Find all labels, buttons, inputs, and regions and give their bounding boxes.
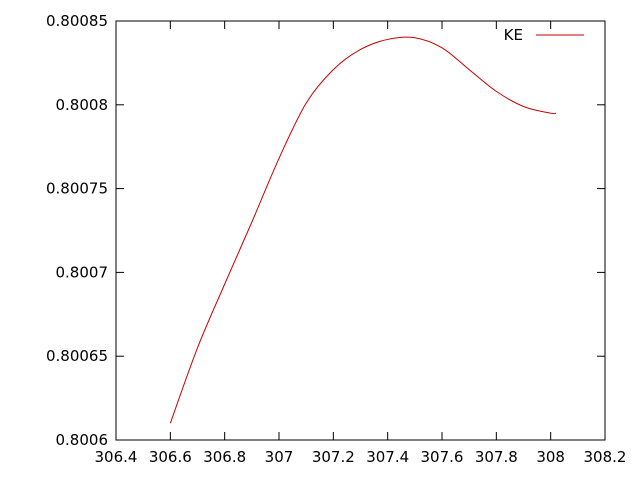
x-tick-label: 306.8	[203, 448, 246, 466]
x-tick-label: 308.2	[584, 448, 627, 466]
x-tick-label: 306.4	[95, 448, 138, 466]
plot-frame	[115, 20, 606, 441]
y-tick-label: 0.8007	[56, 263, 109, 281]
legend: KE	[504, 26, 584, 44]
y-tick-label: 0.80065	[46, 347, 108, 365]
series-line-ke	[169, 36, 557, 424]
y-axis: 0.8006 0.80065 0.8007 0.80075 0.8008 0.80085	[46, 12, 605, 449]
x-tick-label: 307.4	[366, 448, 409, 466]
x-tick-label: 306.6	[149, 448, 192, 466]
x-tick-label: 307.6	[421, 448, 464, 466]
y-tick-label: 0.80085	[46, 12, 108, 30]
y-tick-label: 0.80075	[46, 180, 108, 198]
series-layer	[169, 36, 557, 424]
legend-label-ke: KE	[504, 26, 523, 44]
y-tick-label: 0.8008	[56, 96, 109, 114]
x-tick-label: 307.8	[475, 448, 518, 466]
x-tick-label: 307.2	[312, 448, 355, 466]
x-tick-label: 308	[536, 448, 565, 466]
x-tick-label: 307	[265, 448, 294, 466]
x-axis: 306.4 306.6 306.8 307 307.2 307.4 307.6 307.8 30…	[95, 21, 627, 466]
y-tick-label: 0.8006	[56, 431, 109, 449]
